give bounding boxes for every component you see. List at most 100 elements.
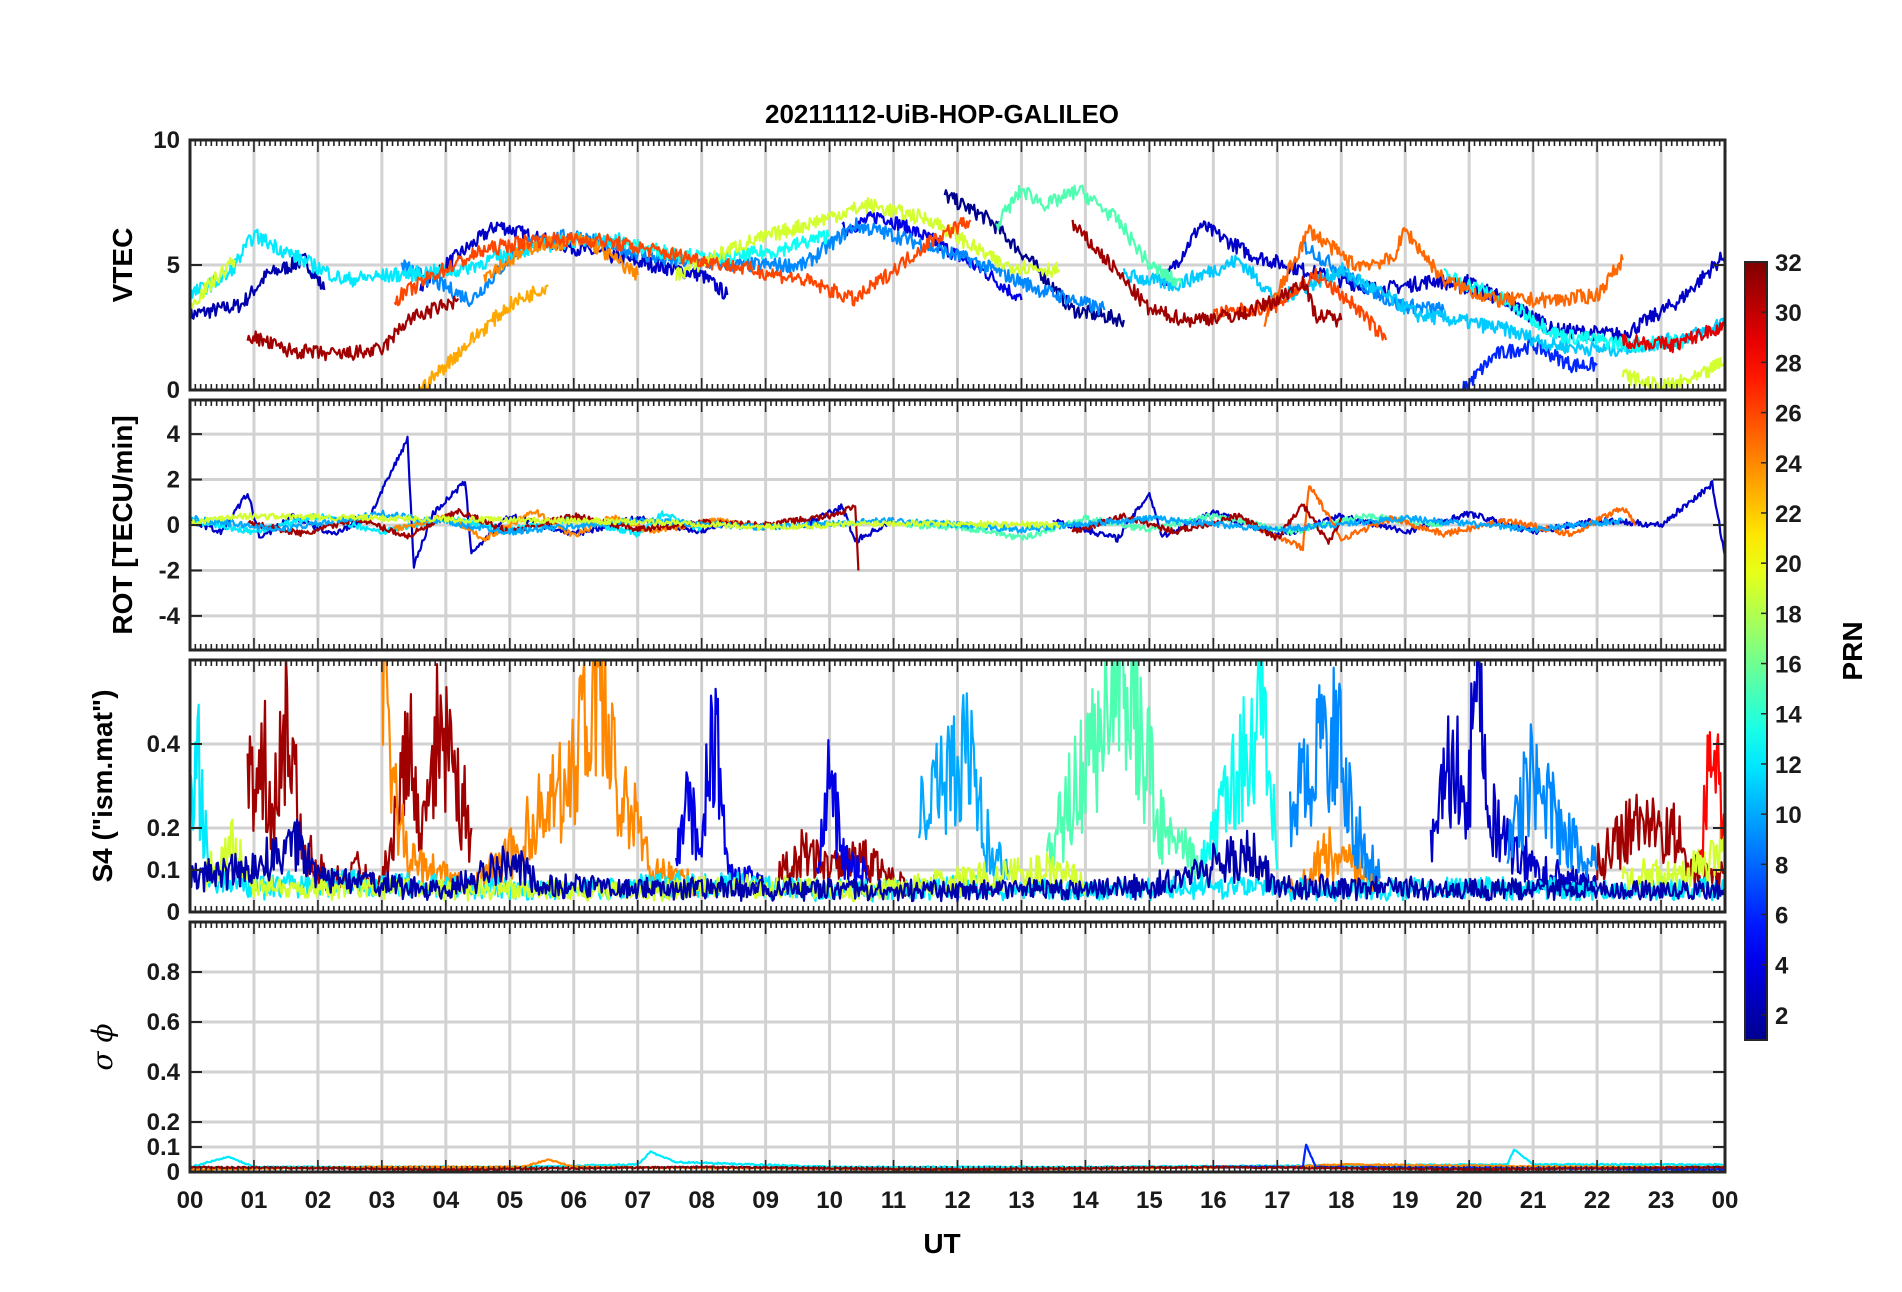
x-tick-label: 00 <box>1712 1187 1739 1214</box>
x-tick-label: 11 <box>881 1187 906 1214</box>
rot-series-prn-25 <box>1251 485 1637 552</box>
rot-series-prn-3 <box>190 435 729 569</box>
colorbar-tick-label: 14 <box>1775 702 1802 729</box>
sigma-ytick-label: 0.8 <box>147 959 180 986</box>
x-tick-label: 08 <box>688 1187 715 1214</box>
colorbar-tick-label: 2 <box>1775 1003 1788 1030</box>
x-tick-label: 09 <box>752 1187 779 1214</box>
s4-ytick-label: 0 <box>167 899 180 926</box>
x-tick-label: 15 <box>1136 1187 1163 1214</box>
colorbar-tick-label: 4 <box>1775 953 1789 980</box>
s4-series-prn-10 <box>918 692 1010 881</box>
x-tick-label: 02 <box>305 1187 332 1214</box>
vtec-series-prn-4 <box>841 211 1023 302</box>
vtec-series <box>190 184 1725 390</box>
colorbar-tick-label: 28 <box>1775 350 1802 377</box>
s4-series-prn-31 <box>246 660 473 893</box>
colorbar-tick-label: 18 <box>1775 601 1802 628</box>
vtec-ytick-label: 10 <box>153 127 180 154</box>
vtec-series-prn-29 <box>1621 321 1725 354</box>
vtec-series-prn-3 <box>419 221 729 300</box>
rot-series-prn-3 <box>1052 480 1725 557</box>
vtec-series-prn-2 <box>190 252 326 323</box>
chart-title: 20211112-UiB-HOP-GALILEO <box>765 99 1119 129</box>
colorbar-tick-label: 12 <box>1775 752 1802 779</box>
x-tick-label: 16 <box>1200 1187 1227 1214</box>
vtec-series-prn-19 <box>1621 357 1725 390</box>
panel-rot: -4 -2 0 2 4 ROT [TECU/min] <box>107 398 1727 652</box>
vtec-ytick-label: 5 <box>167 252 180 279</box>
sigma-x-ticks <box>189 922 1726 1172</box>
x-tick-label: 01 <box>241 1187 268 1214</box>
x-tick-label: 23 <box>1648 1187 1675 1214</box>
x-tick-label: 07 <box>624 1187 651 1214</box>
vtec-series-prn-26 <box>393 216 972 307</box>
sigma-ytick-label: 0.2 <box>147 1109 180 1136</box>
x-tick-label: 10 <box>816 1187 843 1214</box>
rot-ytick-label: -2 <box>159 557 180 584</box>
s4-series-prn-31 <box>777 828 908 897</box>
vtec-grid <box>188 138 1727 392</box>
x-tick-label: 14 <box>1072 1187 1099 1214</box>
vtec-x-ticks <box>189 140 1726 390</box>
s4-axis-label: S4 ("ism.mat") <box>87 689 118 882</box>
panel-vtec: 0 5 10 VTEC <box>107 127 1727 404</box>
vtec-series-prn-19 <box>190 256 236 313</box>
s4-series-prn-15 <box>1045 660 1202 882</box>
rot-series-prn-15 <box>905 512 1445 541</box>
colorbar-tick-label: 10 <box>1775 802 1802 829</box>
colorbar-label: PRN <box>1837 621 1868 680</box>
colorbar-tick-label: 20 <box>1775 551 1802 578</box>
x-tick-label: 13 <box>1008 1187 1035 1214</box>
rot-ytick-label: 4 <box>167 421 181 448</box>
x-tick-label: 18 <box>1328 1187 1355 1214</box>
colorbar-tick-label: 24 <box>1775 451 1802 478</box>
vtec-axis-label: VTEC <box>107 228 138 303</box>
sigma-axis-label: σ ϕ <box>86 1023 119 1070</box>
vtec-series-prn-23 <box>419 284 549 390</box>
sigma-ytick-label: 0.6 <box>147 1009 180 1036</box>
sigma-ytick-label: 0 <box>167 1159 180 1186</box>
vtec-series-prn-31 <box>246 295 460 362</box>
s4-series-prn-28 <box>1698 731 1725 858</box>
panel-s4: 0 0.1 0.2 0.4 S4 ("ism.mat") <box>87 658 1727 926</box>
vtec-series-prn-1 <box>943 189 1125 328</box>
s4-series-prn-4 <box>675 687 767 896</box>
rot-x-ticks <box>189 400 1726 650</box>
s4-series-prn-4 <box>815 739 870 887</box>
colorbar-tick-label: 30 <box>1775 300 1802 327</box>
vtec-ytick-label: 0 <box>167 377 180 404</box>
colorbar-tick-label: 16 <box>1775 652 1802 679</box>
x-tick-label: 20 <box>1456 1187 1483 1214</box>
rot-series <box>190 435 1725 571</box>
x-tick-label: 03 <box>369 1187 396 1214</box>
x-tick-label: 22 <box>1584 1187 1611 1214</box>
x-tick-label: 00 <box>177 1187 204 1214</box>
colorbar-tick-label: 22 <box>1775 501 1802 528</box>
vtec-series-prn-6 <box>1462 337 1598 390</box>
sigma-ytick-label: 0.1 <box>147 1134 180 1161</box>
x-axis-label: UT <box>923 1228 960 1259</box>
colorbar-tick-label: 26 <box>1775 401 1802 428</box>
colorbar-gradient <box>1744 261 1768 1041</box>
s4-ytick-label: 0.2 <box>147 815 180 842</box>
s4-x-ticks <box>189 660 1726 912</box>
rot-ytick-label: -4 <box>159 603 181 630</box>
colorbar-tick-label: 32 <box>1775 250 1802 277</box>
s4-series-prn-9 <box>1506 723 1599 882</box>
rot-series-prn-19 <box>190 512 1061 531</box>
sigma-grid <box>188 922 1727 1174</box>
s4-series-prn-24 <box>381 660 703 897</box>
sigma-ytick-label: 0.4 <box>147 1059 181 1086</box>
x-tick-label: 21 <box>1520 1187 1547 1214</box>
colorbar-tick-label: 6 <box>1775 903 1788 930</box>
colorbar-tick-label: 8 <box>1775 852 1788 879</box>
x-tick-label: 04 <box>432 1187 459 1214</box>
x-tick-label: 12 <box>944 1187 971 1214</box>
s4-series-prn-13 <box>1199 660 1279 889</box>
x-tick-label: 17 <box>1264 1187 1291 1214</box>
panel-sigma: 00.10.2 0.4 0.6 0.8 σ ϕ <box>86 920 1727 1186</box>
